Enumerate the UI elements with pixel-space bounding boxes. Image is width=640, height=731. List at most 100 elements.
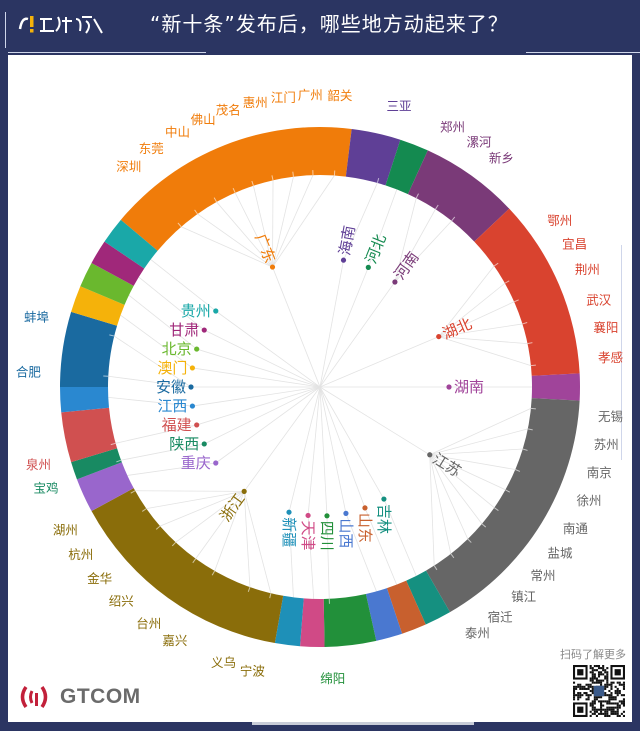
qr-module [587,698,590,701]
qr-module [604,710,607,713]
edge-province-city [429,454,506,491]
edge-province-city [181,226,273,268]
province-dot [201,441,207,447]
qr-module [591,692,594,695]
province-dot [213,460,219,466]
ring-tick [505,489,511,493]
ring-tick [116,459,122,463]
qr-module [610,698,613,701]
qr-module [606,675,609,678]
qr-module [620,694,623,697]
city-label: 徐州 [576,493,601,508]
qr-module [604,671,607,674]
qr-module [608,683,611,686]
qr-module [606,700,609,703]
ring-tick [522,321,528,325]
province-dot [194,346,200,352]
city-label: 东莞 [139,141,164,156]
header-divider-left [8,52,206,53]
qr-module [589,689,592,693]
qr-module [620,683,623,686]
edge-center-province [192,367,321,388]
edge-center-province [307,386,321,516]
qr-module [581,687,584,690]
edge-province-city [429,408,532,456]
ring-tick [247,586,251,592]
qr-module [587,685,590,688]
qr-module [614,685,617,688]
header-divider-right [526,52,640,53]
qr-module [622,710,625,713]
qr-module [612,712,615,715]
ring-tick [213,197,218,203]
ring-tick [481,523,487,528]
ring-tick [493,262,499,267]
qr-module [591,673,594,676]
city-label: 合肥 [16,365,42,380]
qr-center-logo [593,685,605,697]
province-dot [189,403,196,409]
ring-tick [171,541,177,547]
province-dot [213,308,219,314]
qr-module [591,667,594,670]
qr-module [618,692,621,695]
qr-module [622,702,625,705]
qr-module [602,712,605,715]
qr-module [606,708,609,711]
edge-province-city [234,192,273,268]
edge-province-city [216,201,273,268]
city-label: 无锡 [598,409,623,424]
qr-module [600,667,603,670]
qr-module [604,675,607,678]
province-label: 陕西 [169,435,199,453]
province-dot [392,279,398,285]
qr-module [597,708,601,711]
edge-province-city [307,515,315,599]
qr-module [606,681,609,684]
city-label: 中山 [165,125,190,140]
qr-module [606,667,609,670]
province-label: 甘肃 [169,321,199,339]
qr-module [589,671,592,674]
qr-module [575,687,578,690]
edge-province-city [343,182,378,261]
city-label: 宝鸡 [33,480,58,495]
gtcom-logo: GTCOM [18,684,141,710]
qr-module [591,689,594,693]
qr-module [606,702,609,705]
qr-module [616,702,619,705]
province-dot [362,505,368,511]
qr-module [610,706,613,709]
qr-module [606,679,609,682]
qr-code-icon[interactable] [573,665,625,717]
qr-module [600,673,603,676]
province-label: 山东 [356,513,374,543]
qr-module [593,675,596,678]
gtcom-brand-text: GTCOM [60,685,141,708]
qr-module [575,694,578,697]
ring-tick [292,171,294,177]
qr-module [593,706,596,709]
ring-tick [376,177,380,184]
edge-province-city [115,424,197,444]
qr-module [591,671,594,674]
qr-module [597,675,601,678]
ring-segment-13 [91,488,284,644]
qr-module [600,702,603,705]
qr-module [604,712,607,715]
qr-module [614,698,617,701]
ring-tick [269,593,272,599]
edge-province-city [394,209,436,283]
ring-segment-7 [406,570,450,625]
qr-module [573,694,576,697]
qr-module [597,667,601,670]
city-label: 湖州 [53,522,78,537]
ring-tick [513,299,519,303]
qr-module [579,683,582,686]
city-label: 义乌 [211,655,236,670]
city-label: 郑州 [440,119,465,134]
ring-segment-4 [474,208,580,376]
qr-module [597,671,601,674]
qr-module [604,669,607,672]
qr-module [589,702,592,705]
